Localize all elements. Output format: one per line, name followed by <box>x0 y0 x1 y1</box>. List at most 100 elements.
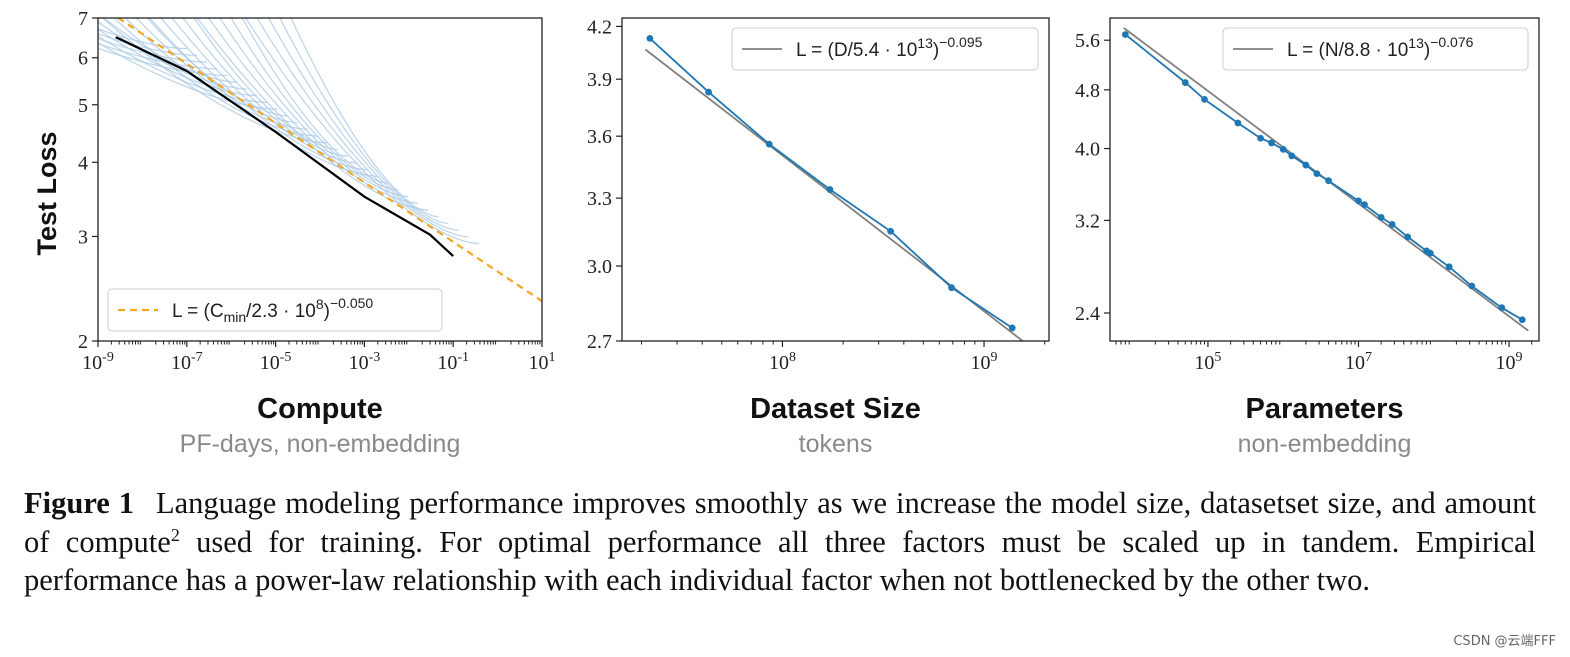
figure-label: Figure 1 <box>24 486 135 520</box>
learning-curve <box>98 28 258 97</box>
y-tick-label: 2.7 <box>587 331 612 353</box>
learning-curve <box>230 18 399 191</box>
learning-curve <box>102 18 238 83</box>
plot-frame <box>97 17 543 342</box>
data-point <box>1313 170 1321 178</box>
x-axis-sublabel: PF-days, non-embedding <box>180 430 461 458</box>
x-tick-label: 10-9 <box>82 350 114 374</box>
plot-area <box>98 18 542 303</box>
data-point <box>1201 95 1208 103</box>
data-point <box>646 34 654 42</box>
y-tick-label: 3 <box>78 226 88 248</box>
y-tick-label: 7 <box>78 8 88 30</box>
x-axis-label: Parameters <box>1246 393 1404 425</box>
data-point <box>1445 263 1453 271</box>
data-point <box>1355 197 1362 205</box>
learning-curve <box>219 18 409 198</box>
data-point <box>1121 31 1129 38</box>
x-axis-sublabel: tokens <box>799 430 873 458</box>
x-tick-label: 10-7 <box>171 350 203 374</box>
learning-curve <box>244 18 479 245</box>
data-point <box>1268 139 1275 147</box>
x-tick-label: 107 <box>1345 350 1372 374</box>
data-point <box>1377 213 1385 221</box>
caption-text-2: used for training. For optimal performan… <box>24 524 1537 598</box>
data-point <box>1498 304 1506 312</box>
data-point <box>1008 324 1016 332</box>
y-tick-label: 3.6 <box>587 126 612 148</box>
compute-frontier-line <box>115 36 454 257</box>
x-tick-label: 105 <box>1194 350 1221 374</box>
x-tick-label: 101 <box>529 350 556 374</box>
figure-caption: Figure 1 Language modeling performance im… <box>24 484 1536 600</box>
data-point <box>1279 145 1287 153</box>
chart-panel-1: 10-9 10-7 10-5 10-3 10-1 101 2 3 4 5 6 7 L = (Cmin/2… <box>32 8 556 458</box>
data-point <box>1518 316 1526 324</box>
learning-curve <box>148 18 379 178</box>
plot-area <box>1121 27 1529 332</box>
data-point <box>1302 161 1310 169</box>
data-point <box>1388 221 1396 228</box>
legend-box <box>1222 27 1529 71</box>
data-point <box>1426 249 1434 257</box>
y-tick-label: 4.8 <box>1075 80 1100 102</box>
x-tick-label: 108 <box>769 350 796 374</box>
plot-area <box>644 34 1025 341</box>
x-tick-label: 10-1 <box>437 350 469 374</box>
data-point <box>1468 282 1476 290</box>
data-point <box>765 140 773 148</box>
data-point <box>1361 201 1368 209</box>
y-tick-label: 3.9 <box>587 69 612 91</box>
y-tick-label: 2.4 <box>1075 303 1100 325</box>
x-tick-label: 109 <box>1496 350 1523 374</box>
legend-box <box>731 27 1039 71</box>
legend-label: L = (N/8.8 · 1013)−0.076 <box>1287 34 1474 61</box>
legend-label: L = (Cmin/2.3 · 108)−0.050 <box>172 295 373 325</box>
learning-curve <box>98 28 187 50</box>
learning-curve <box>182 18 348 157</box>
x-axis-label: Dataset Size <box>750 393 921 425</box>
y-tick-label: 5.6 <box>1075 30 1100 52</box>
data-point <box>826 186 834 193</box>
learning-curve <box>98 37 207 63</box>
figure-1-charts: 10-9 10-7 10-5 10-3 10-1 101 2 3 4 5 6 7 L = (Cmin/2… <box>32 8 1540 458</box>
learning-curve <box>98 42 218 70</box>
data-point <box>948 284 955 292</box>
learning-curve <box>101 18 328 144</box>
y-tick-label: 4.0 <box>1075 139 1100 161</box>
data-point <box>1181 79 1189 86</box>
learning-curve <box>241 18 389 184</box>
plot-frame <box>1109 17 1540 342</box>
data-point <box>1404 233 1412 241</box>
learning-curve <box>113 18 318 137</box>
data-series-line <box>649 37 1013 329</box>
data-point <box>1288 152 1296 160</box>
y-tick-label: 3.2 <box>1075 210 1100 232</box>
y-tick-label: 3.0 <box>587 256 612 278</box>
x-axis-label: Compute <box>257 393 383 425</box>
x-tick-label: 10-3 <box>349 350 381 374</box>
learning-curve <box>256 18 469 238</box>
x-tick-label: 10-5 <box>260 350 292 374</box>
data-point <box>1325 177 1332 185</box>
watermark-text: CSDN @云端FFF <box>1453 634 1556 649</box>
chart-panel-3: 105 107 109 2.4 3.2 4.0 4.8 5.6 L = (N/8.8 · 101… <box>1075 17 1540 458</box>
learning-curve <box>207 18 419 205</box>
data-point <box>705 88 712 96</box>
learning-curve <box>171 18 358 164</box>
learning-curve <box>279 18 449 225</box>
chart-panel-2: 108 109 2.7 3.0 3.3 3.6 3.9 4.2 L = (D/5.4 · 101… <box>587 16 1050 458</box>
y-tick-label: 4.2 <box>587 16 612 38</box>
learning-curve <box>98 33 197 57</box>
legend-box <box>107 288 443 332</box>
compute-fit-line <box>116 18 542 303</box>
learning-curve <box>290 18 439 218</box>
data-point <box>1257 134 1264 142</box>
learning-curve <box>135 18 298 124</box>
learning-curve <box>267 18 459 232</box>
y-tick-label: 3.3 <box>587 188 612 210</box>
x-axis-sublabel: non-embedding <box>1238 430 1412 458</box>
data-point <box>1234 119 1242 127</box>
data-point <box>887 227 895 235</box>
y-tick-label: 2 <box>78 331 88 353</box>
